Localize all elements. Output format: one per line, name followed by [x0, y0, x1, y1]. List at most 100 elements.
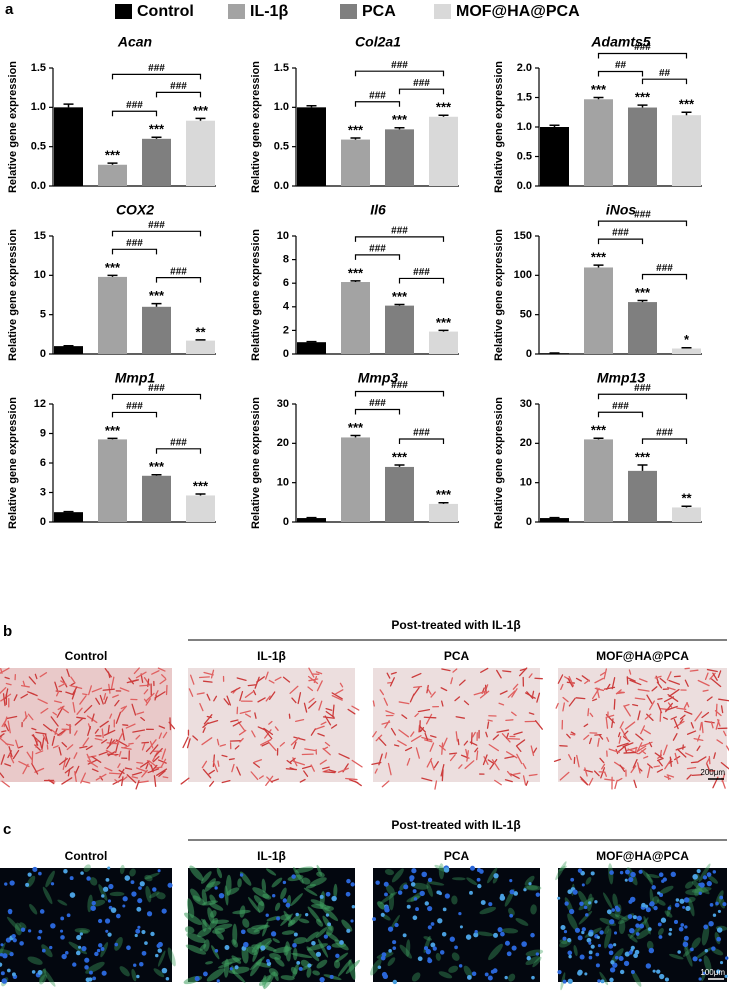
cytoplasm — [281, 930, 295, 935]
cell — [454, 696, 461, 702]
nucleus — [585, 913, 589, 917]
bar — [54, 512, 83, 522]
nucleus — [610, 960, 615, 965]
cell — [192, 735, 199, 741]
cell — [237, 721, 246, 731]
cytoplasm — [298, 918, 310, 924]
cell — [69, 684, 83, 690]
cell — [506, 732, 509, 739]
cell — [39, 672, 48, 678]
cytoplasm — [242, 918, 250, 928]
cell — [140, 716, 146, 721]
cell — [154, 766, 163, 769]
y-tick-label: 0.0 — [274, 180, 289, 192]
cell — [136, 761, 144, 764]
cytoplasm — [647, 873, 660, 879]
cell — [587, 708, 590, 717]
nucleus — [577, 969, 583, 975]
cytoplasm — [335, 952, 349, 963]
nucleus — [234, 965, 239, 970]
nucleus — [567, 889, 573, 895]
cell — [8, 753, 15, 764]
nucleus — [385, 908, 390, 913]
bar — [628, 107, 657, 186]
cell — [372, 700, 375, 707]
cytoplasm — [555, 861, 567, 881]
nucleus — [658, 935, 663, 939]
cell — [372, 731, 377, 738]
nucleus — [72, 962, 77, 967]
cell — [135, 671, 147, 679]
cell — [496, 729, 510, 733]
cytoplasm — [406, 895, 420, 903]
nucleus — [609, 967, 616, 973]
cytoplasm — [559, 939, 568, 945]
significance-label: *** — [193, 103, 209, 118]
nucleus — [133, 963, 137, 967]
nucleus — [325, 891, 331, 897]
error-bar — [637, 104, 648, 108]
nucleus — [682, 941, 689, 948]
cytoplasm — [317, 938, 329, 958]
cell — [455, 716, 466, 719]
cytoplasm — [226, 887, 240, 896]
nucleus — [702, 875, 708, 880]
nucleus — [50, 882, 55, 886]
nucleus — [295, 912, 299, 917]
cell — [720, 705, 724, 714]
cell — [120, 705, 128, 713]
y-tick-label: 0.5 — [31, 141, 46, 153]
nucleus — [682, 905, 686, 909]
cell — [486, 721, 490, 729]
cell — [685, 752, 694, 758]
nucleus — [458, 964, 463, 968]
cell — [135, 734, 141, 740]
cell — [42, 723, 53, 732]
nucleus — [716, 927, 723, 933]
bar — [584, 439, 613, 522]
nucleus — [38, 929, 43, 934]
bracket — [354, 236, 445, 242]
nucleus — [412, 915, 418, 921]
error-bar — [107, 162, 118, 165]
nucleus — [506, 951, 512, 957]
nucleus — [511, 945, 517, 951]
nucleus — [716, 969, 721, 974]
legend-swatch — [340, 4, 357, 19]
cell — [60, 680, 67, 685]
cell — [491, 759, 500, 771]
cell — [6, 715, 18, 720]
cytoplasm — [202, 900, 218, 906]
nucleus — [590, 871, 595, 876]
nucleus — [380, 955, 386, 961]
nucleus — [490, 969, 495, 974]
cytoplasm — [42, 886, 53, 905]
error-bar — [438, 114, 449, 117]
nucleus — [628, 877, 634, 883]
nucleus — [619, 969, 625, 975]
y-tick-label: 1.0 — [31, 101, 46, 113]
y-tick-label: 0.0 — [517, 180, 532, 192]
cell — [202, 727, 206, 733]
cell — [289, 767, 295, 770]
bar — [142, 475, 171, 522]
cell — [236, 677, 247, 681]
cytoplasm — [0, 942, 6, 963]
cell — [669, 756, 672, 767]
cytoplasm — [210, 910, 217, 918]
cell — [315, 671, 323, 675]
micrograph — [183, 864, 360, 990]
cytoplasm — [312, 970, 321, 976]
cell — [623, 751, 637, 754]
cell — [110, 676, 115, 690]
cell — [330, 724, 338, 729]
nucleus — [698, 977, 702, 981]
cytoplasm — [423, 936, 433, 941]
nucleus — [523, 888, 527, 892]
cell — [59, 758, 68, 766]
cell — [91, 755, 102, 763]
cell — [20, 693, 29, 699]
nucleus — [567, 978, 573, 984]
cell — [390, 671, 397, 675]
cell — [82, 737, 90, 747]
